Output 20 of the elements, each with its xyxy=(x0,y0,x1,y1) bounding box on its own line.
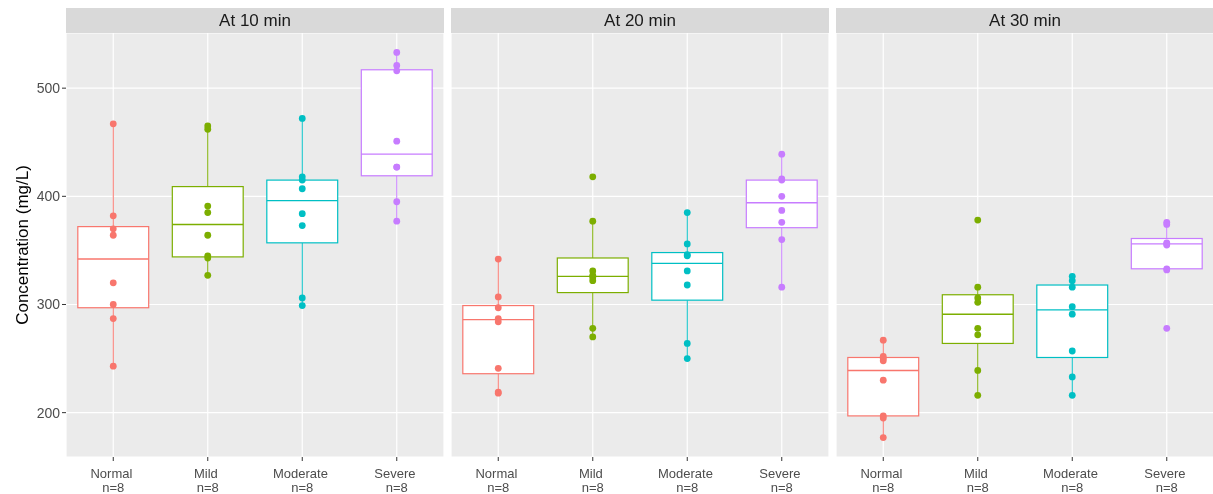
x-tick-label: Severe n=8 xyxy=(759,466,805,494)
x-tick-label: Normal n=8 xyxy=(475,466,522,494)
y-axis-title: Concentration (mg/L) xyxy=(13,165,33,325)
y-tick-label: 400 xyxy=(36,188,61,205)
chart-title: At 10 min xyxy=(219,10,291,31)
x-tick-label: Normal n=8 xyxy=(860,466,907,494)
y-tick-label: 500 xyxy=(36,80,61,97)
x-tick-label: Moderate n=8 xyxy=(657,466,717,494)
x-tick-label: Normal n=8 xyxy=(90,466,137,494)
chart-title: At 20 min xyxy=(604,10,676,31)
x-tick-label: Mild n=8 xyxy=(964,466,992,494)
x-tick-label: Moderate n=8 xyxy=(272,466,332,494)
x-tick-label: Moderate n=8 xyxy=(1042,466,1102,494)
x-tick-label: Severe n=8 xyxy=(374,466,420,494)
y-tick-label: 300 xyxy=(36,296,61,313)
y-tick-label: 200 xyxy=(36,404,61,421)
x-tick-label: Severe n=8 xyxy=(1144,466,1190,494)
x-tick-label: Mild n=8 xyxy=(194,466,222,494)
x-tick-label: Mild n=8 xyxy=(579,466,607,494)
chart-title: At 30 min xyxy=(989,10,1061,31)
